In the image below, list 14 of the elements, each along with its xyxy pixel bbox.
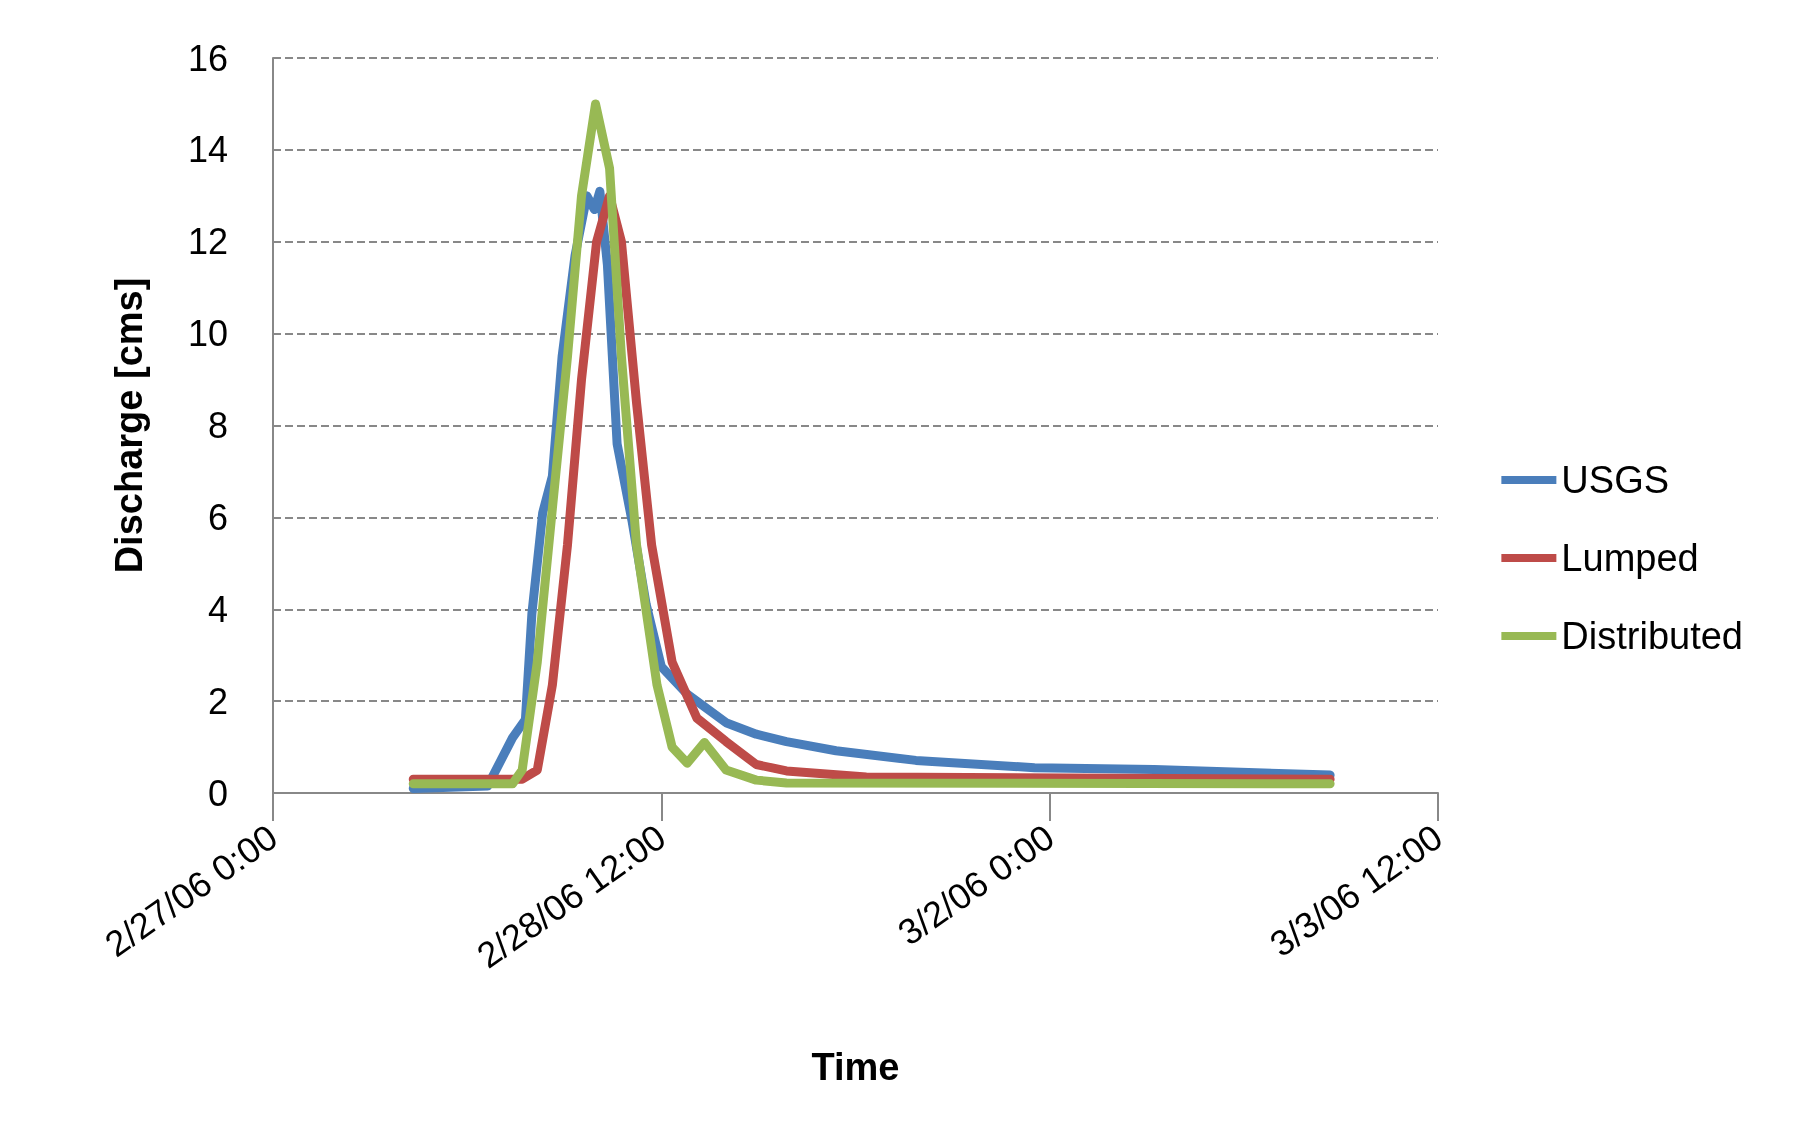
y-tick-label: 10	[187, 313, 228, 355]
y-axis-title: Discharge [cms]	[108, 277, 150, 574]
x-axis-title: Time	[811, 1046, 900, 1088]
legend-label: USGS	[1561, 459, 1670, 501]
y-tick-label: 12	[187, 221, 228, 263]
y-tick-label: 14	[187, 129, 228, 171]
y-tick-label: 0	[207, 772, 228, 814]
legend-label: Distributed	[1561, 615, 1744, 657]
y-tick-label: 4	[207, 588, 228, 630]
y-tick-label: 6	[207, 496, 228, 538]
y-tick-label: 8	[207, 405, 228, 446]
y-tick-label: 2	[207, 680, 228, 722]
y-tick-label: 16	[187, 37, 228, 79]
legend-label: Lumped	[1561, 537, 1699, 579]
